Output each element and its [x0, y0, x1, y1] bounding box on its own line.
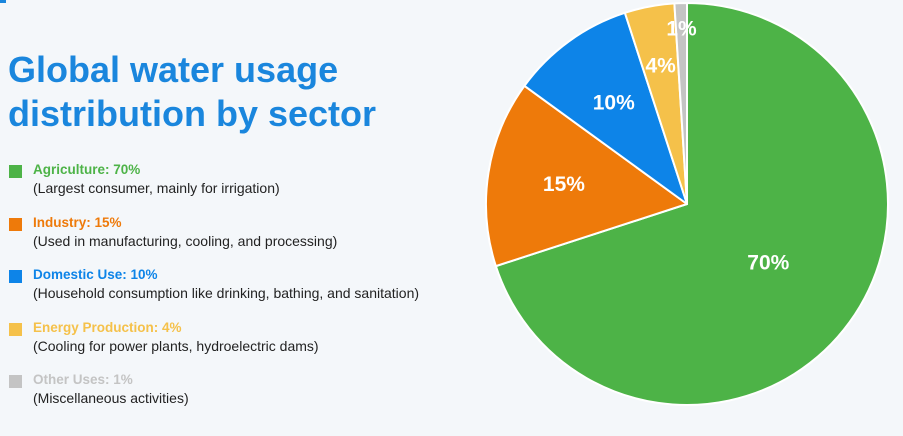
slice-label-industry: 15% [543, 173, 585, 196]
legend: Agriculture: 70% (Largest consumer, main… [9, 161, 419, 424]
legend-swatch-energy-production [9, 322, 22, 336]
legend-description-industry: (Used in manufacturing, cooling, and pro… [33, 232, 338, 249]
slice-label-other-uses: 1% [666, 18, 697, 41]
corner-mark [0, 0, 6, 3]
legend-label-agriculture: Agriculture: 70% [33, 162, 141, 177]
legend-swatch-other-uses [9, 375, 22, 388]
legend-label-industry: Industry: 15% [33, 214, 122, 230]
legend-description-other-uses: (Miscellaneous activities) [33, 390, 189, 406]
legend-description-energy-production: (Cooling for power plants, hydroelectric… [33, 337, 319, 354]
pie-slice-agriculture [494, 2, 889, 406]
legend-label-other-uses: Other Uses: 1% [33, 372, 133, 387]
legend-item-other-uses: Other Uses: 1% (Miscellaneous activities… [9, 371, 419, 424]
legend-swatch-agriculture [9, 165, 22, 178]
pie-slice-domestic-use [523, 11, 688, 205]
legend-description-domestic-use: (Household consumption like drinking, ba… [33, 285, 420, 301]
legend-item-energy-production: Energy Production: 4% (Cooling for power… [9, 319, 419, 372]
legend-label-energy-production: Energy Production: 4% [33, 319, 182, 335]
legend-item-agriculture: Agriculture: 70% (Largest consumer, main… [9, 161, 419, 214]
legend-swatch-domestic-use [9, 270, 22, 283]
slice-label-energy-production: 4% [645, 54, 676, 77]
legend-label-domestic-use: Domestic Use: 10% [33, 267, 158, 282]
legend-description-agriculture: (Largest consumer, mainly for irrigation… [33, 180, 280, 196]
pie-slice-industry [485, 84, 688, 268]
chart-title: Global water usage distribution by secto… [8, 49, 377, 134]
legend-swatch-industry [9, 217, 22, 231]
slice-label-domestic-use: 10% [593, 92, 635, 115]
legend-item-industry: Industry: 15% (Used in manufacturing, co… [9, 214, 419, 267]
slice-label-agriculture: 70% [747, 252, 789, 275]
pie-slice-other-uses [673, 2, 688, 205]
legend-item-domestic-use: Domestic Use: 10% (Household consumption… [9, 266, 419, 319]
